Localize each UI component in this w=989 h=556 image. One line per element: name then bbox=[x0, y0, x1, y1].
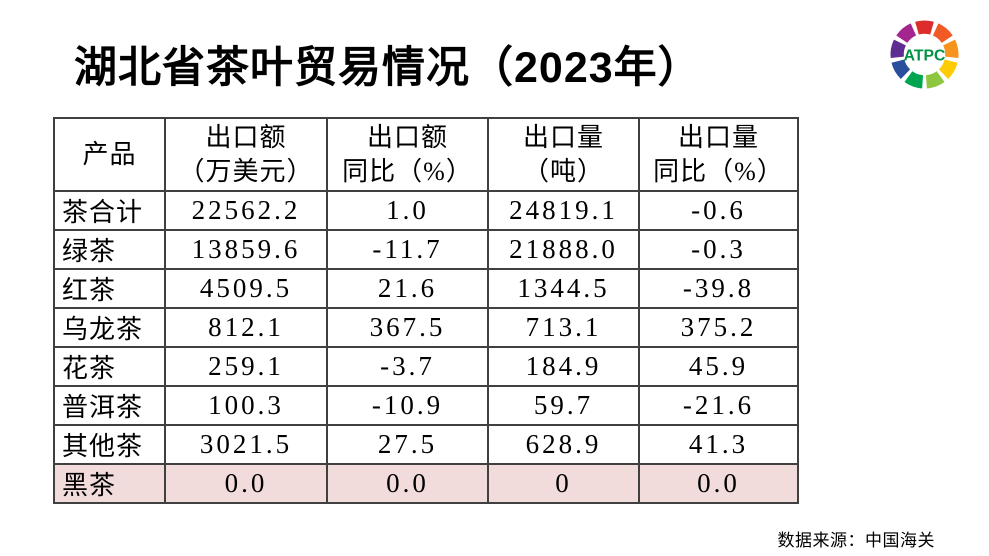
cell-export-value-yoy: -10.9 bbox=[326, 385, 489, 426]
cell-product: 红茶 bbox=[53, 268, 166, 309]
header-row: 产品 出口额 （万美元） 出口额同比（%） 出口量 （吨） 出口量同比（%） bbox=[53, 117, 799, 192]
cell-export-value-yoy: 1.0 bbox=[326, 190, 489, 231]
cell-product: 茶合计 bbox=[53, 190, 166, 231]
cell-export-value: 812.1 bbox=[164, 307, 328, 348]
table-row: 茶合计 22562.2 1.0 24819.1 -0.6 bbox=[53, 190, 799, 231]
cell-export-volume-yoy: 0.0 bbox=[638, 463, 799, 504]
cell-product: 黑茶 bbox=[53, 463, 166, 504]
table-row: 乌龙茶 812.1 367.5 713.1 375.2 bbox=[53, 307, 799, 348]
cell-export-value-yoy: 0.0 bbox=[326, 463, 489, 504]
col-header-line: （吨） bbox=[522, 156, 604, 186]
col-header-line: 同比（%） bbox=[653, 156, 784, 186]
cell-export-value-yoy: 21.6 bbox=[326, 268, 489, 309]
cell-export-volume-yoy: 41.3 bbox=[638, 424, 799, 465]
col-header-line: （万美元） bbox=[178, 156, 314, 186]
cell-product: 乌龙茶 bbox=[53, 307, 166, 348]
col-header-line: 出口额 bbox=[366, 122, 448, 152]
col-header-export-value-yoy: 出口额同比（%） bbox=[326, 117, 489, 192]
table-row: 普洱茶 100.3 -10.9 59.7 -21.6 bbox=[53, 385, 799, 426]
cell-export-volume: 184.9 bbox=[487, 346, 640, 387]
cell-export-volume-yoy: -0.6 bbox=[638, 190, 799, 231]
col-header-line: 出口量 bbox=[522, 122, 604, 152]
cell-export-value-yoy: -11.7 bbox=[326, 229, 489, 270]
cell-export-value-yoy: -3.7 bbox=[326, 346, 489, 387]
col-header-line: 出口额 bbox=[205, 122, 287, 152]
col-header-line: 产品 bbox=[82, 139, 137, 169]
cell-product: 绿茶 bbox=[53, 229, 166, 270]
col-header-line: 出口量 bbox=[677, 122, 759, 152]
col-header-export-volume: 出口量 （吨） bbox=[487, 117, 640, 192]
cell-export-volume-yoy: -21.6 bbox=[638, 385, 799, 426]
cell-export-value: 3021.5 bbox=[164, 424, 328, 465]
col-header-export-volume-yoy: 出口量同比（%） bbox=[638, 117, 799, 192]
data-source-note: 数据来源：中国海关 bbox=[777, 531, 935, 550]
tea-trade-table: 产品 出口额 （万美元） 出口额同比（%） 出口量 （吨） 出口量同比（%） 茶合计 bbox=[53, 117, 799, 504]
table-row: 花茶 259.1 -3.7 184.9 45.9 bbox=[53, 346, 799, 387]
col-header-line: 同比（%） bbox=[342, 156, 473, 186]
table-row: 绿茶 13859.6 -11.7 21888.0 -0.3 bbox=[53, 229, 799, 270]
cell-export-volume-yoy: 375.2 bbox=[638, 307, 799, 348]
cell-export-volume: 59.7 bbox=[487, 385, 640, 426]
cell-export-volume-yoy: -0.3 bbox=[638, 229, 799, 270]
cell-export-value-yoy: 367.5 bbox=[326, 307, 489, 348]
cell-export-value-yoy: 27.5 bbox=[326, 424, 489, 465]
cell-export-value: 22562.2 bbox=[164, 190, 328, 231]
table-row: 其他茶 3021.5 27.5 628.9 41.3 bbox=[53, 424, 799, 465]
col-header-export-value: 出口额 （万美元） bbox=[164, 117, 328, 192]
cell-export-volume: 24819.1 bbox=[487, 190, 640, 231]
cell-export-value: 4509.5 bbox=[164, 268, 328, 309]
cell-product: 花茶 bbox=[53, 346, 166, 387]
page-title: 湖北省茶叶贸易情况（2023年） bbox=[74, 44, 702, 92]
cell-export-volume-yoy: 45.9 bbox=[638, 346, 799, 387]
table-row-highlighted: 黑茶 0.0 0.0 0 0.0 bbox=[53, 463, 799, 504]
atpc-logo: ATPC bbox=[883, 13, 966, 96]
logo-swirl-icon: ATPC bbox=[890, 20, 959, 89]
cell-export-value: 0.0 bbox=[164, 463, 328, 504]
cell-export-value: 100.3 bbox=[164, 385, 328, 426]
cell-export-value: 13859.6 bbox=[164, 229, 328, 270]
table-row: 红茶 4509.5 21.6 1344.5 -39.8 bbox=[53, 268, 799, 309]
logo-text: ATPC bbox=[904, 47, 946, 64]
cell-export-volume-yoy: -39.8 bbox=[638, 268, 799, 309]
cell-export-volume: 21888.0 bbox=[487, 229, 640, 270]
cell-export-volume: 628.9 bbox=[487, 424, 640, 465]
cell-export-value: 259.1 bbox=[164, 346, 328, 387]
cell-export-volume: 1344.5 bbox=[487, 268, 640, 309]
cell-export-volume: 0 bbox=[487, 463, 640, 504]
cell-product: 其他茶 bbox=[53, 424, 166, 465]
cell-product: 普洱茶 bbox=[53, 385, 166, 426]
cell-export-volume: 713.1 bbox=[487, 307, 640, 348]
col-header-product: 产品 bbox=[53, 117, 166, 192]
